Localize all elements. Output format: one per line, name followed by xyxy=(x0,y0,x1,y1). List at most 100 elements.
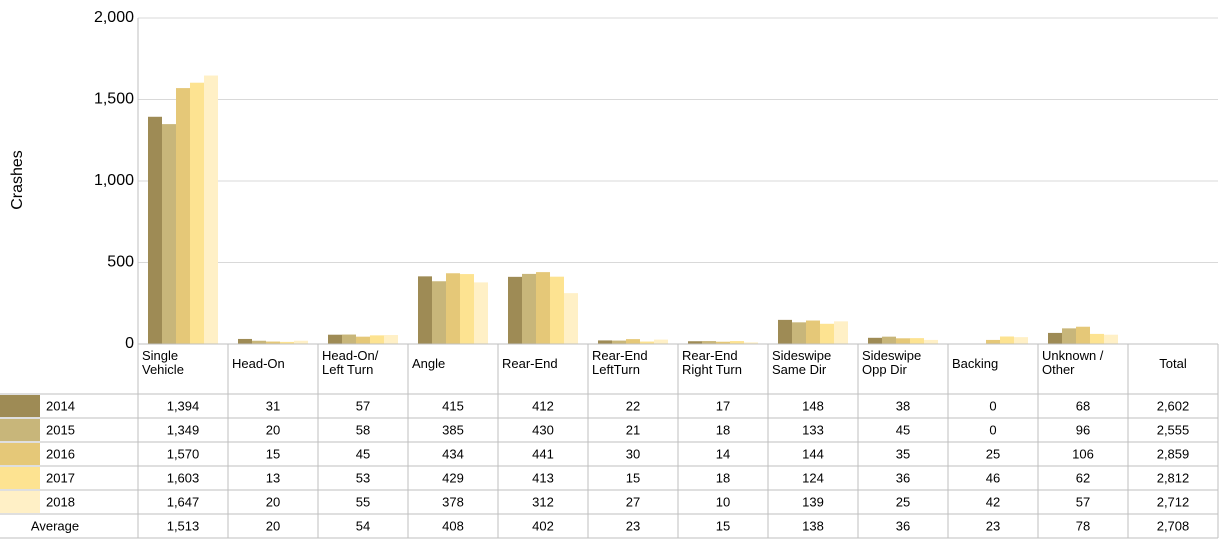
legend-label: 2017 xyxy=(46,470,75,485)
column-header: Single Vehicle xyxy=(142,348,184,377)
cell: 441 xyxy=(532,446,554,461)
bar xyxy=(654,339,668,344)
bar xyxy=(640,341,654,344)
column-header: Unknown / Other xyxy=(1042,348,1104,377)
cell: 1,570 xyxy=(167,446,200,461)
bar xyxy=(384,335,398,344)
cell: 38 xyxy=(896,398,910,413)
bar xyxy=(1000,336,1014,344)
bar xyxy=(446,273,460,344)
y-tick-label: 1,000 xyxy=(94,172,134,189)
cell: 1,647 xyxy=(167,494,200,509)
cell: 25 xyxy=(986,446,1000,461)
bar xyxy=(924,339,938,344)
cell: 36 xyxy=(896,518,910,533)
cell: 55 xyxy=(356,494,370,509)
cell: 1,394 xyxy=(167,398,200,413)
cell: 18 xyxy=(716,470,730,485)
bar xyxy=(702,341,716,344)
cell: 402 xyxy=(532,518,554,533)
cell: 434 xyxy=(442,446,464,461)
cell: 96 xyxy=(1076,422,1090,437)
column-header: Head-On/ Left Turn xyxy=(322,348,379,377)
bar xyxy=(1076,326,1090,344)
bar xyxy=(328,334,342,344)
bar xyxy=(910,338,924,344)
legend-label: 2014 xyxy=(46,398,75,413)
bar xyxy=(834,321,848,344)
bar xyxy=(1062,328,1076,344)
cell: 78 xyxy=(1076,518,1090,533)
cell: 68 xyxy=(1076,398,1090,413)
cell: 57 xyxy=(356,398,370,413)
cell: 312 xyxy=(532,494,554,509)
bar xyxy=(370,335,384,344)
cell: 62 xyxy=(1076,470,1090,485)
bar xyxy=(1104,334,1118,344)
cell: 20 xyxy=(266,518,280,533)
bar xyxy=(418,276,432,344)
bar xyxy=(778,319,792,344)
cell: 10 xyxy=(716,494,730,509)
legend-swatch xyxy=(0,395,40,417)
bar xyxy=(474,282,488,344)
bar xyxy=(176,88,190,344)
cell: 31 xyxy=(266,398,280,413)
bar xyxy=(868,337,882,344)
cell: 148 xyxy=(802,398,824,413)
column-header: Head-On xyxy=(232,356,285,371)
cell: 53 xyxy=(356,470,370,485)
cell: 23 xyxy=(986,518,1000,533)
cell-total: 2,859 xyxy=(1157,446,1190,461)
cell: 0 xyxy=(989,422,996,437)
bar xyxy=(1014,337,1028,344)
column-header: Sideswipe Same Dir xyxy=(772,348,832,377)
bar xyxy=(342,334,356,344)
cell: 1,603 xyxy=(167,470,200,485)
bar xyxy=(148,116,162,344)
column-header: Sideswipe Opp Dir xyxy=(862,348,922,377)
bar xyxy=(356,336,370,344)
cell: 45 xyxy=(896,422,910,437)
cell: 133 xyxy=(802,422,824,437)
legend-label: 2018 xyxy=(46,494,75,509)
bar xyxy=(190,82,204,344)
bar xyxy=(204,75,218,344)
cell: 1,349 xyxy=(167,422,200,437)
bar xyxy=(1048,332,1062,344)
bar xyxy=(460,274,474,344)
legend-label: 2016 xyxy=(46,446,75,461)
legend-swatch xyxy=(0,419,40,441)
cell: 13 xyxy=(266,470,280,485)
cell: 124 xyxy=(802,470,824,485)
bar xyxy=(1090,333,1104,344)
y-tick-label: 1,500 xyxy=(94,91,134,108)
legend-swatch xyxy=(0,443,40,465)
bar xyxy=(730,341,744,344)
bar xyxy=(806,320,820,344)
bar xyxy=(882,336,896,344)
bar xyxy=(986,339,1000,344)
cell: 139 xyxy=(802,494,824,509)
cell: 27 xyxy=(626,494,640,509)
cell: 144 xyxy=(802,446,824,461)
cell: 106 xyxy=(1072,446,1094,461)
cell: 35 xyxy=(896,446,910,461)
cell: 36 xyxy=(896,470,910,485)
column-header: Rear-End Right Turn xyxy=(682,348,742,377)
bar xyxy=(508,276,522,344)
bar xyxy=(896,338,910,344)
bar xyxy=(564,293,578,344)
legend-swatch xyxy=(0,467,40,489)
bar xyxy=(744,342,758,344)
bar xyxy=(550,276,564,344)
cell: 54 xyxy=(356,518,370,533)
cell: 17 xyxy=(716,398,730,413)
cell: 58 xyxy=(356,422,370,437)
cell: 45 xyxy=(356,446,370,461)
bar xyxy=(716,341,730,344)
cell-total: 2,708 xyxy=(1157,518,1190,533)
cell: 14 xyxy=(716,446,730,461)
column-header: Backing xyxy=(952,356,999,371)
